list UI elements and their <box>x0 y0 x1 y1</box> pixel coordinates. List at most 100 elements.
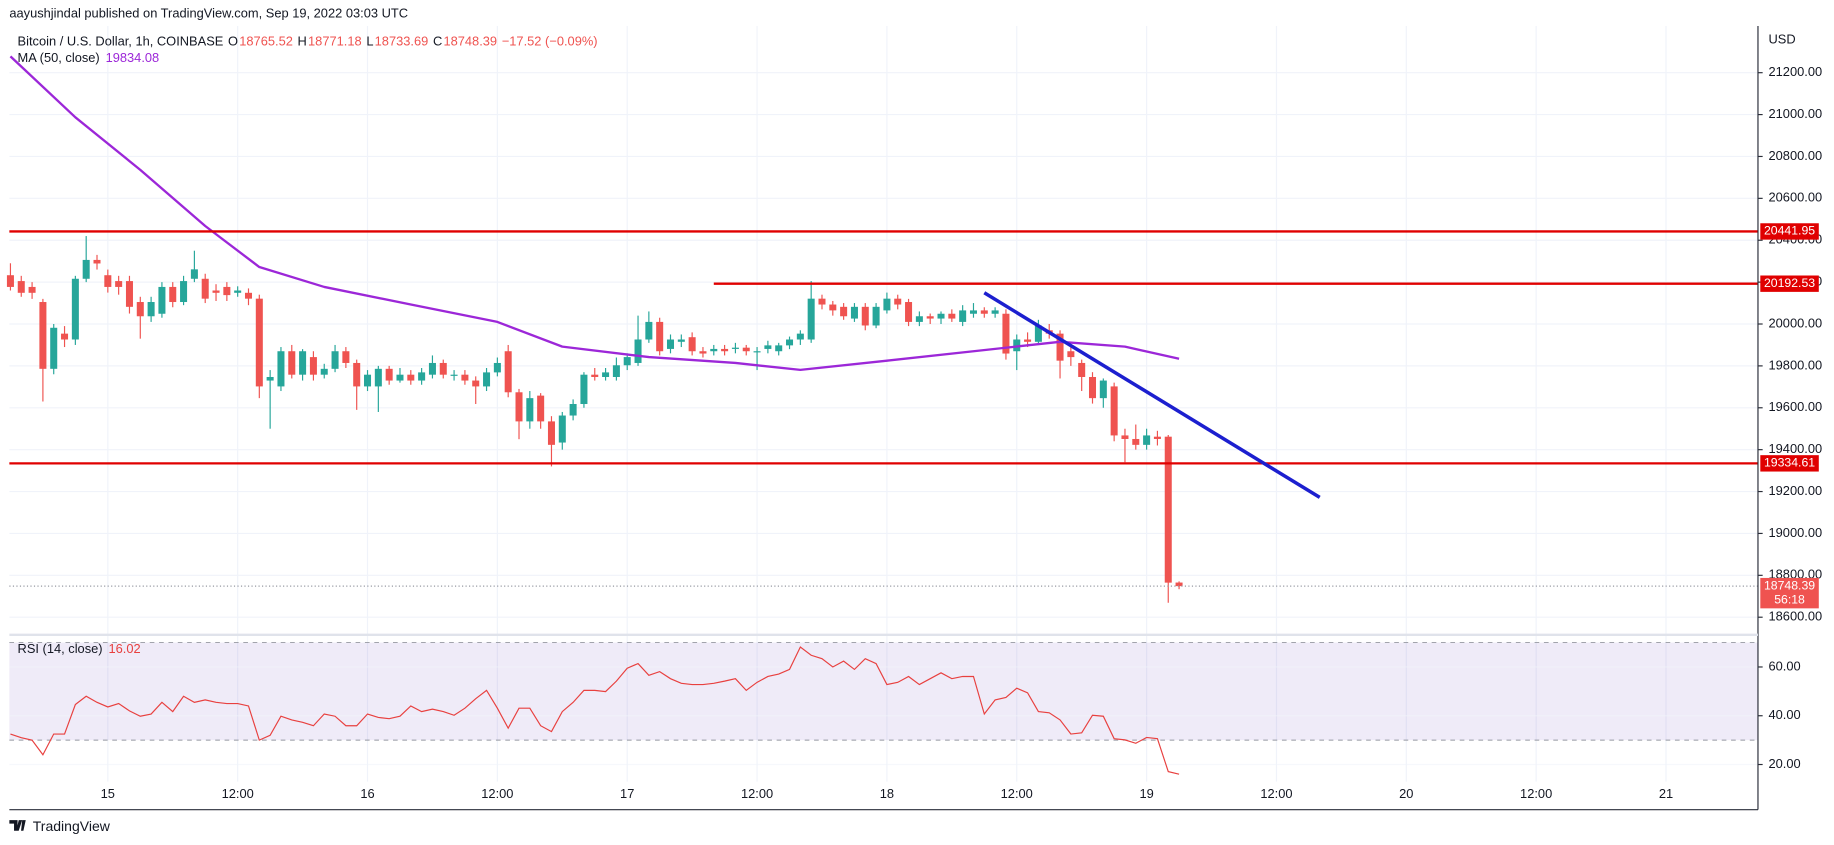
candle-body <box>807 298 815 340</box>
level-badge <box>1760 275 1819 292</box>
legend: Bitcoin / U.S. Dollar, 1h, COINBASE O 1876… <box>18 34 598 656</box>
candle-body <box>591 374 599 377</box>
candle-body <box>764 345 772 349</box>
candle-body <box>537 395 545 422</box>
x-tick-label: 18 <box>880 786 894 801</box>
candle-body <box>796 333 804 340</box>
candle-body <box>374 368 382 387</box>
candle-body <box>840 306 848 317</box>
ma-line <box>9 55 1180 372</box>
rsi-band <box>9 642 1758 741</box>
candle-body <box>299 351 307 375</box>
plot-area <box>6 55 1758 775</box>
level-label: 20192.53 <box>1764 276 1815 290</box>
candle-body <box>407 374 415 381</box>
candle-body <box>1078 362 1086 377</box>
candle-body <box>645 321 653 340</box>
candle-body <box>569 404 577 416</box>
candle-body <box>1175 582 1183 587</box>
candle-body <box>861 306 869 326</box>
y-tick-label: 19400.00 <box>1769 441 1823 456</box>
candle-body <box>342 351 350 363</box>
candle-body <box>277 351 285 387</box>
candle-body <box>385 368 393 381</box>
candle-body <box>1164 436 1172 583</box>
candle-body <box>1034 325 1042 342</box>
candle-body <box>288 351 296 375</box>
rsi-legend: RSI (14, close) <box>18 641 103 656</box>
y-tick-label: 20800.00 <box>1769 148 1823 163</box>
candle-body <box>991 310 999 314</box>
candle-body <box>612 365 620 377</box>
candle-body <box>461 374 469 381</box>
candle-body <box>104 275 112 287</box>
ohlc-value: 18733.69 <box>375 34 429 49</box>
rsi-value: 16.02 <box>108 641 140 656</box>
candle-body <box>147 302 155 317</box>
candle-body <box>666 339 675 349</box>
candle-body <box>180 281 188 303</box>
candle-body <box>39 302 47 369</box>
y-tick-label: 19800.00 <box>1769 357 1823 372</box>
candle-body <box>731 347 739 349</box>
ohlc-value: 18748.39 <box>443 34 497 49</box>
x-tick-label: 16 <box>360 786 374 801</box>
y-tick-label: 19600.00 <box>1769 399 1823 414</box>
ma-legend: MA (50, close) <box>18 50 100 65</box>
candle-body <box>699 351 707 354</box>
candle-body <box>915 316 923 322</box>
candle-body <box>418 372 426 381</box>
x-tick-label: 12:00 <box>741 786 773 801</box>
level-label: 19334.61 <box>1764 456 1815 470</box>
candle-body <box>948 313 956 319</box>
y-tick-label: 20000.00 <box>1769 315 1823 330</box>
candle-body <box>1143 435 1151 445</box>
candle-body <box>223 286 231 296</box>
candle-body <box>255 298 263 387</box>
candle-body <box>1121 435 1129 439</box>
candle-body <box>1024 339 1032 342</box>
x-tick-label: 12:00 <box>222 786 254 801</box>
candle-body <box>786 339 794 346</box>
candle-body <box>439 362 447 375</box>
x-tick-label: 21 <box>1659 786 1673 801</box>
candle-body <box>688 337 696 352</box>
y-tick-label: 19200.00 <box>1769 483 1823 498</box>
candle-body <box>1099 380 1107 399</box>
ma-value: 19834.08 <box>106 50 160 65</box>
rsi-tick-label: 20.00 <box>1769 756 1801 771</box>
candle-body <box>526 398 534 422</box>
candle-body <box>623 357 631 366</box>
ohlc-letter: C <box>433 34 442 49</box>
candle-body <box>190 269 198 279</box>
y-tick-label: 18600.00 <box>1769 609 1823 624</box>
candle-body <box>28 286 36 293</box>
last-price-label: 18748.39 <box>1764 578 1815 592</box>
candle-body <box>742 347 750 352</box>
candle-body <box>396 374 404 381</box>
y-tick-label: 21200.00 <box>1769 64 1823 79</box>
x-tick-label: 12:00 <box>1001 786 1033 801</box>
rsi-line <box>10 646 1180 775</box>
symbol-label: Bitcoin / U.S. Dollar, 1h, COINBASE <box>18 34 224 49</box>
candle-body <box>1153 436 1161 439</box>
candle-body <box>244 292 253 299</box>
level-label: 20441.95 <box>1764 224 1815 238</box>
candle-body <box>483 372 491 387</box>
candle-body <box>136 302 144 317</box>
candle-body <box>331 351 339 369</box>
level-badge <box>1760 223 1819 240</box>
candle-body <box>125 281 133 307</box>
x-tick-label: 20 <box>1399 786 1413 801</box>
candle-body <box>1088 376 1097 399</box>
ohlc-value: 18771.18 <box>308 34 362 49</box>
x-tick-label: 17 <box>620 786 634 801</box>
candle-body <box>201 278 209 299</box>
rsi-tick-label: 40.00 <box>1769 707 1801 722</box>
last-price-badge <box>1760 577 1819 609</box>
candle-body <box>1067 351 1075 358</box>
y-tick-label: 21000.00 <box>1769 106 1823 121</box>
candle-body <box>634 339 642 363</box>
candle-body <box>17 281 25 293</box>
